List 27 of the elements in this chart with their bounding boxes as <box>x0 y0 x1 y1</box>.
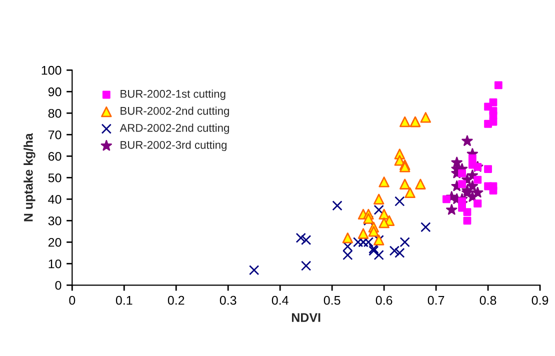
y-tick-label: 0 <box>55 280 62 290</box>
y-tick-label: 10 <box>48 259 62 268</box>
legend-label: BUR-2002-3rd cutting <box>120 140 226 152</box>
legend-label: ARD-2002-2nd cutting <box>120 124 229 134</box>
y-tick-label: 50 <box>48 173 62 182</box>
legend-label: BUR-2002-2nd cutting <box>120 106 229 118</box>
x-tick-label: 0.8 <box>480 296 496 305</box>
x-tick-label: 0.5 <box>324 296 340 305</box>
x-tick-label: 0 <box>69 296 76 305</box>
x-tick-label: 0.9 <box>532 296 548 305</box>
y-axis-title: N uptake kg/ha <box>24 133 36 222</box>
x-tick-label: 0.6 <box>376 296 392 305</box>
y-tick-label: 90 <box>48 87 62 96</box>
x-axis-title: NDVI <box>292 313 320 322</box>
x-tick-label: 0.3 <box>220 296 236 305</box>
y-tick-label: 20 <box>48 238 62 247</box>
y-tick-label: 40 <box>48 194 62 204</box>
x-tick-label: 0.4 <box>272 296 288 305</box>
x-tick-label: 0.2 <box>168 296 184 305</box>
y-tick-label: 80 <box>48 108 62 118</box>
y-tick-label: 60 <box>48 152 62 161</box>
y-tick-label: 30 <box>48 216 62 226</box>
y-tick-label: 70 <box>48 130 62 140</box>
y-tick-label: 100 <box>42 66 62 75</box>
x-tick-label: 0.7 <box>428 296 444 305</box>
x-tick-label: 0.1 <box>116 296 132 305</box>
legend-label: BUR-2002-1st cutting <box>120 90 226 100</box>
